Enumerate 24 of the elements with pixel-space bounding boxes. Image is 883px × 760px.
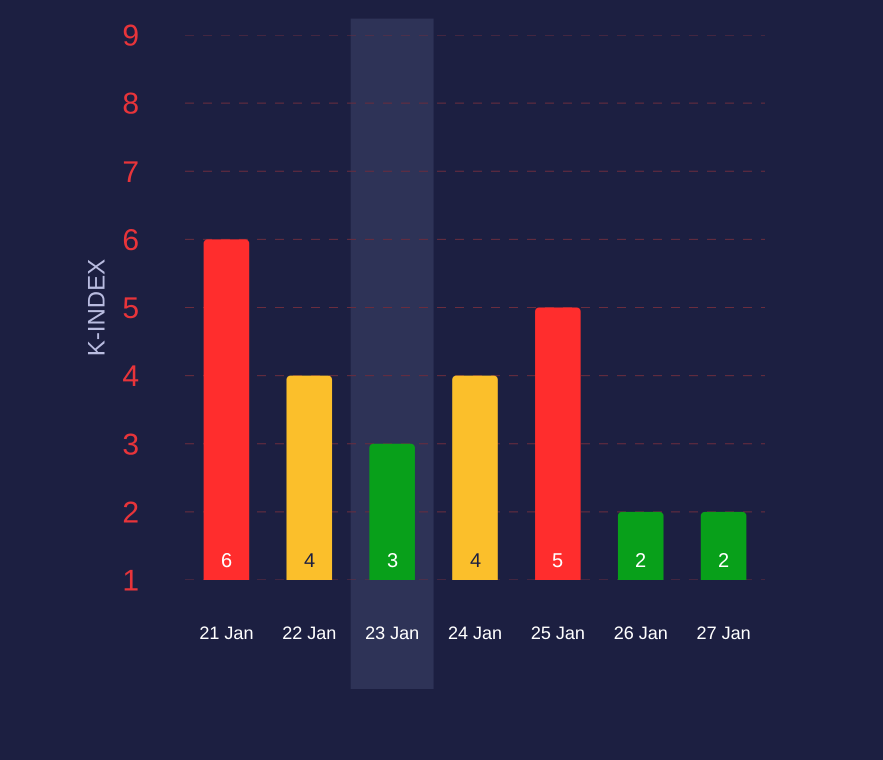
y-tick-label: 1 <box>122 564 139 598</box>
y-axis-title: K-INDEX <box>83 258 110 356</box>
y-tick-label: 6 <box>122 224 139 257</box>
x-tick-label: 25 Jan <box>530 623 585 643</box>
x-tick-label: 23 Jan <box>365 623 420 643</box>
x-tick-label: 27 Jan <box>696 623 751 643</box>
data-label: 4 <box>470 550 482 572</box>
y-tick-label: 8 <box>122 88 139 121</box>
y-tick-label: 7 <box>122 156 139 189</box>
x-tick-label: 22 Jan <box>282 623 336 643</box>
data-label: 2 <box>635 550 646 572</box>
x-tick-label: 21 Jan <box>199 623 254 643</box>
y-tick-label: 9 <box>122 20 139 52</box>
x-tick-label: 26 Jan <box>614 623 668 643</box>
y-tick-label: 4 <box>122 360 139 394</box>
data-label: 5 <box>552 550 564 572</box>
x-tick-label: 24 Jan <box>448 623 502 643</box>
data-label: 4 <box>304 550 316 572</box>
y-tick-label: 2 <box>122 496 139 530</box>
data-label: 3 <box>387 550 398 572</box>
data-label: 6 <box>221 550 232 572</box>
y-tick-label: 5 <box>122 292 139 325</box>
y-tick-label: 3 <box>122 428 139 462</box>
data-label: 2 <box>718 550 730 572</box>
